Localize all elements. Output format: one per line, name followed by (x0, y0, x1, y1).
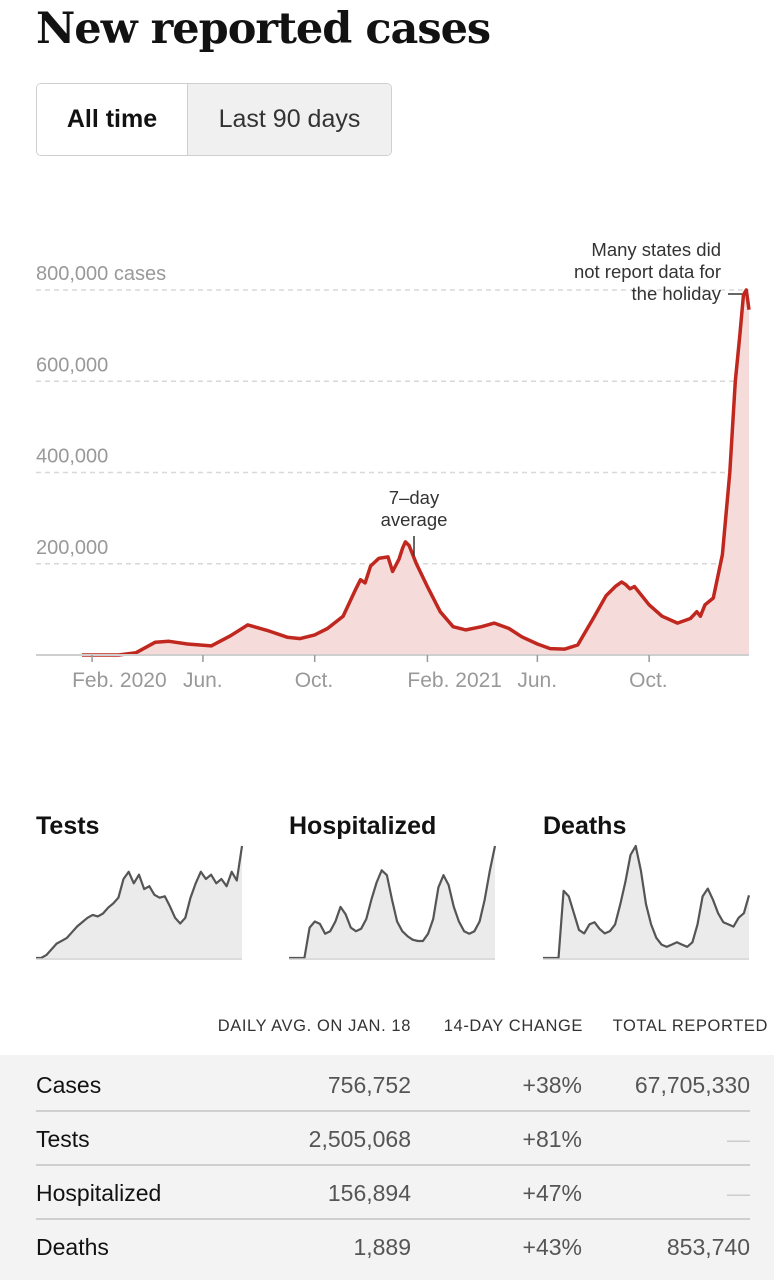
tests-title: Tests (36, 812, 100, 840)
cases-area (82, 290, 749, 655)
table-row-cases: Cases 756,752 +38% 67,705,330 (36, 1058, 750, 1112)
y-tick-label: 600,000 (36, 354, 108, 376)
deaths-title: Deaths (543, 812, 627, 840)
y-tick-label: 200,000 (36, 537, 108, 559)
annotation-7-day-average: 7–day (389, 487, 440, 508)
row-total: 67,705,330 (634, 1072, 750, 1098)
row-label: Cases (36, 1072, 102, 1098)
x-tick-label: Feb. 2021 (407, 669, 502, 692)
row-daily-avg: 756,752 (327, 1072, 411, 1098)
x-tick-label: Feb. 2020 (72, 669, 167, 692)
all-time-tab[interactable]: All time (37, 84, 188, 155)
mini-line-tests (36, 845, 244, 960)
header-daily-avg: DAILY AVG. ON JAN. 18 (217, 1017, 411, 1035)
row-total: 853,740 (666, 1234, 750, 1260)
main-cases-chart: 200,000 400,000 600,000 800,000 cases Feb. … (36, 239, 751, 692)
y-tick-label: 400,000 (36, 446, 108, 468)
row-label: Hospitalized (36, 1180, 162, 1206)
x-tick-label: Jun. (517, 669, 557, 692)
mini-area-tests (36, 846, 242, 958)
annotation-7-day-average: average (381, 509, 448, 530)
row-daily-avg: 2,505,068 (308, 1126, 411, 1152)
stats-table: Cases 756,752 +38% 67,705,330 Tests 2,50… (0, 1055, 774, 1280)
mini-charts: Feb. 2020Jan. 2022Feb. 2020Jan. 2022Feb.… (36, 844, 751, 960)
row-total: — (727, 1180, 750, 1206)
last-90-days-tab[interactable]: Last 90 days (188, 84, 391, 155)
page-title: New reported cases (36, 4, 491, 54)
mini-line-deaths (543, 844, 751, 960)
row-daily-avg: 1,889 (353, 1234, 411, 1260)
annotation-holiday: the holiday (632, 283, 722, 304)
table-row-deaths: Deaths 1,889 +43% 853,740 (36, 1220, 750, 1274)
annotation-holiday: not report data for (574, 261, 721, 282)
row-label: Tests (36, 1126, 90, 1152)
row-change: +47% (522, 1180, 582, 1206)
mini-area-deaths (543, 846, 749, 958)
hospitalized-title: Hospitalized (289, 812, 437, 840)
row-change: +38% (522, 1072, 582, 1098)
header-14-day-change: 14-DAY CHANGE (443, 1017, 583, 1035)
row-daily-avg: 156,894 (327, 1180, 411, 1206)
mini-line-hospitalized (289, 845, 497, 960)
row-change: +43% (522, 1234, 582, 1260)
x-tick-label: Jun. (183, 669, 223, 692)
table-row-tests: Tests 2,505,068 +81% — (36, 1112, 750, 1166)
row-change: +81% (522, 1126, 582, 1152)
row-total: — (727, 1126, 750, 1152)
cases-line (82, 288, 751, 657)
table-row-hospitalized: Hospitalized 156,894 +47% — (36, 1166, 750, 1220)
x-tick-label: Oct. (295, 669, 334, 692)
header-total-reported: TOTAL REPORTED (612, 1017, 768, 1035)
annotation-holiday: Many states did (591, 239, 721, 260)
x-tick-label: Oct. (629, 669, 668, 692)
y-tick-label: 800,000 cases (36, 263, 166, 285)
time-range-toggle[interactable]: All time Last 90 days (36, 83, 392, 156)
row-label: Deaths (36, 1234, 109, 1260)
